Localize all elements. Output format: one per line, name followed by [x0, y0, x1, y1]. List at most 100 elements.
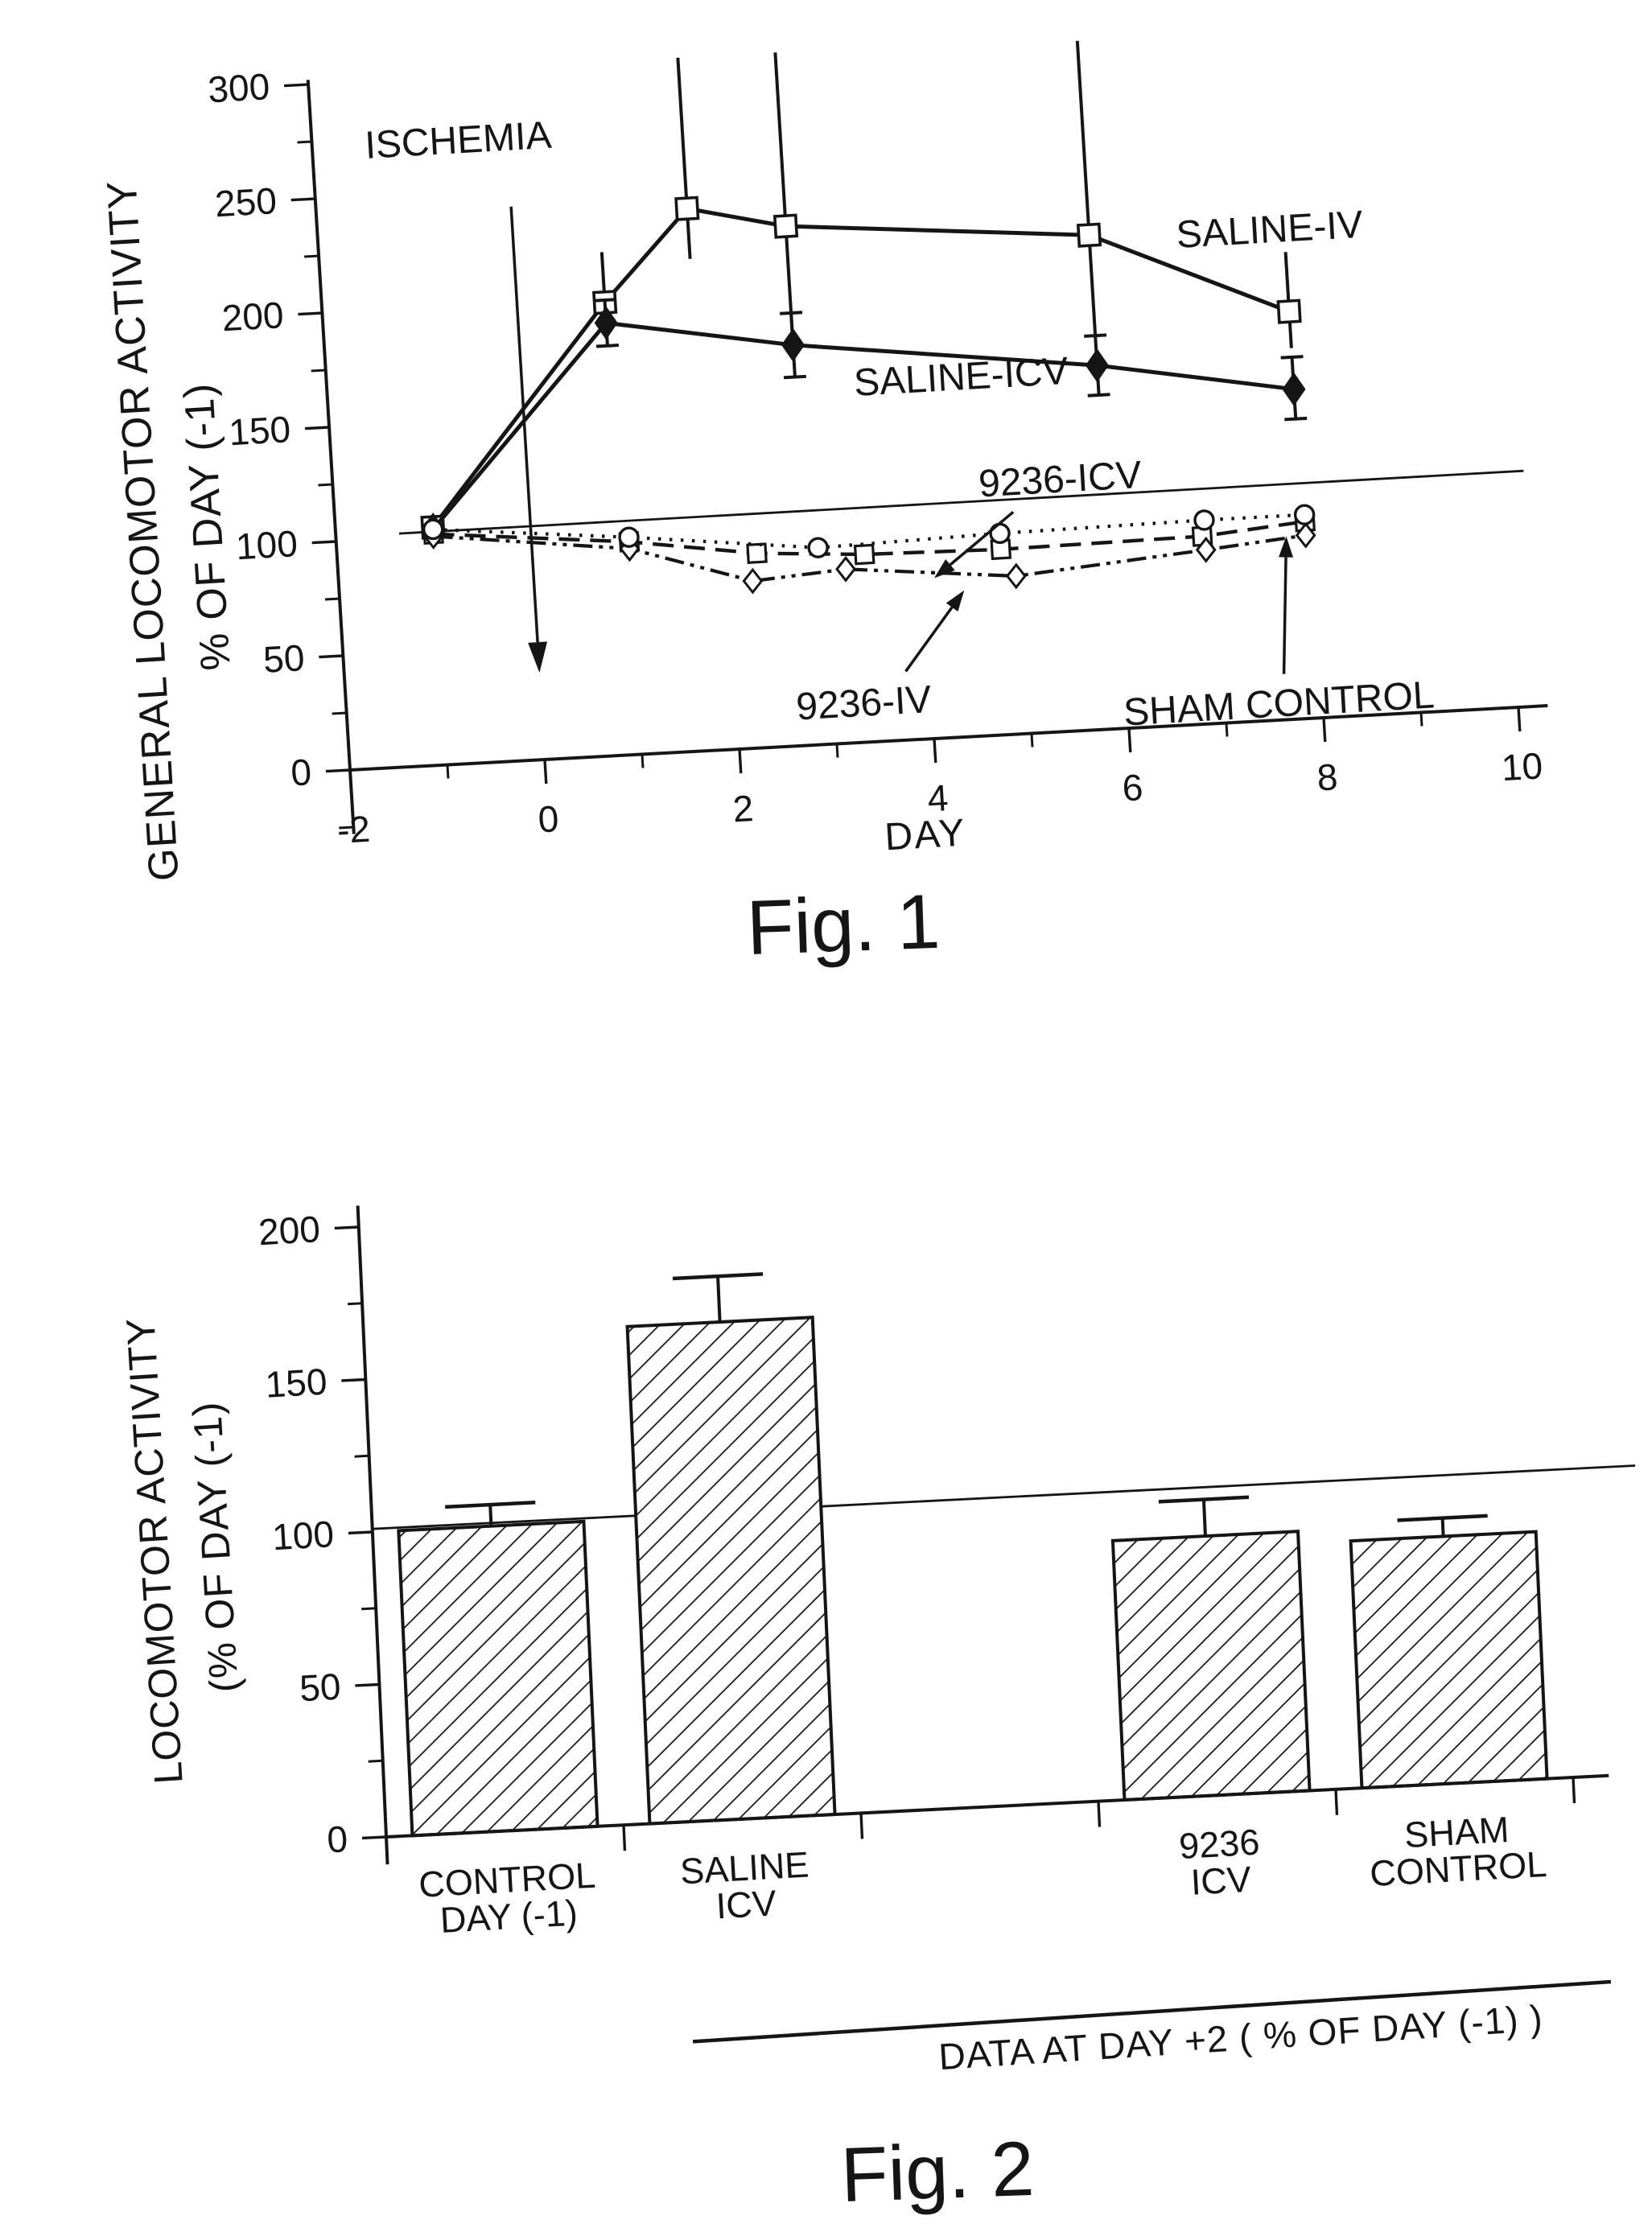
x-tick	[1572, 1777, 1576, 1804]
marker-diamond-open	[835, 555, 856, 583]
annotation-9236-iv: 9236-IV	[795, 678, 933, 729]
bar-saline	[625, 1316, 837, 1826]
bar-error-cap	[672, 1272, 764, 1281]
error-cap	[1087, 393, 1110, 397]
y-tick-major	[348, 1530, 373, 1535]
y-tick-minor	[332, 711, 347, 715]
marker-circle-open	[618, 526, 640, 548]
y-tick-major	[311, 540, 336, 545]
category-label-line2: ICV	[1189, 1859, 1252, 1903]
x-tick-minor	[1225, 723, 1229, 737]
x-tick-label: 6	[1121, 766, 1144, 809]
y-tick-label: 100	[271, 1513, 336, 1558]
bar-error-cap	[445, 1501, 536, 1509]
x-tick-major	[738, 748, 743, 774]
error-bar-up	[773, 52, 788, 227]
marker-diamond-filled	[594, 306, 618, 340]
y-tick-label: 100	[235, 522, 299, 567]
error-cap	[595, 344, 619, 348]
y-tick-major	[341, 1377, 366, 1382]
x-tick-label: 10	[1500, 744, 1543, 789]
x-tick	[859, 1813, 864, 1839]
x-tick-major	[348, 769, 353, 795]
error-cap	[1280, 355, 1304, 360]
bar-9236	[1110, 1530, 1312, 1802]
y-tick-major	[319, 654, 344, 659]
x-tick-major	[933, 738, 937, 764]
x-tick-major	[543, 759, 548, 784]
error-cap	[780, 311, 803, 315]
y-tick-label: 250	[214, 179, 278, 224]
category-label-line1: SALINE	[679, 1844, 810, 1892]
error-bar-up	[676, 57, 689, 209]
marker-square-open-small	[746, 542, 768, 564]
series-9236-icv	[422, 510, 1316, 566]
y-tick-label: 50	[299, 1666, 342, 1710]
marker-diamond-open	[1005, 562, 1027, 590]
y-tick-label: 150	[228, 408, 292, 453]
y-tick-minor	[339, 826, 354, 830]
series-line	[431, 320, 1295, 531]
fig2-y-axis	[356, 1205, 389, 1865]
arrow-9236-icv-head	[933, 558, 955, 579]
error-cap	[593, 298, 616, 303]
series-9236-iv	[422, 521, 1316, 595]
marker-circle-open	[1193, 509, 1215, 531]
bar-control	[397, 1519, 599, 1838]
y-tick-major	[361, 1835, 387, 1840]
y-tick-major	[284, 83, 309, 88]
ischemia-arrow-shaft	[509, 206, 539, 643]
x-tick-label: 2	[731, 787, 755, 830]
marker-square-open	[1276, 299, 1302, 324]
category-label-line1: SHAM	[1403, 1809, 1510, 1855]
annotation-saline-iv: SALINE-IV	[1175, 204, 1364, 257]
marker-diamond-open	[742, 567, 764, 595]
marker-square-open	[674, 196, 700, 221]
x-tick-major	[1517, 706, 1522, 732]
x-tick-label: 4	[926, 776, 950, 819]
annotation-ischemia: ISCHEMIA	[364, 114, 553, 167]
x-tick-major	[1322, 717, 1327, 743]
marker-square-open	[1076, 222, 1102, 248]
y-tick-label: 150	[264, 1361, 328, 1406]
marker-diamond-open	[1195, 536, 1217, 563]
bar-error-line	[1201, 1499, 1207, 1537]
arrow-9236-icv-shaft	[949, 511, 1015, 566]
x-tick-label: 0	[537, 797, 560, 840]
bar-error-line	[1440, 1518, 1445, 1537]
fig1-x-axis-label: DAY	[883, 811, 968, 859]
x-tick-minor	[1419, 712, 1423, 727]
series-line	[433, 513, 1305, 550]
bar-error-cap	[1397, 1513, 1488, 1522]
x-tick-major	[1127, 727, 1132, 753]
fig2-x-axis	[385, 1773, 1609, 1839]
y-tick-major	[304, 426, 330, 430]
bar-sham	[1349, 1530, 1549, 1790]
category-label-line2: ICV	[715, 1882, 777, 1926]
annotation-9236-icv: 9236-ICV	[978, 454, 1143, 506]
series-saline-iv	[420, 40, 1302, 540]
arrow-9236-iv-shaft	[904, 606, 954, 673]
bar-error-cap	[1158, 1495, 1250, 1504]
bar-error-line	[488, 1504, 493, 1526]
bar-error-line	[716, 1276, 722, 1323]
y-tick-minor	[303, 254, 319, 258]
y-tick-major	[298, 311, 323, 316]
annotation-sham-control: SHAM CONTROL	[1123, 673, 1436, 734]
arrow-sham-control-head	[1279, 536, 1294, 558]
error-cap	[1084, 333, 1107, 338]
x-tick	[622, 1825, 627, 1851]
marker-circle-open	[1293, 504, 1316, 525]
x-tick	[1334, 1789, 1339, 1815]
y-tick-minor	[318, 483, 333, 487]
fig1-y-axis	[306, 80, 356, 834]
y-tick-label: 300	[207, 65, 271, 110]
y-tick-label: 50	[262, 636, 306, 681]
fig1-line-chart: 0 50 100 150 200 250 300 -2 0 2 4 6 8 10 ISCHEMIA SALIN…	[207, 40, 1548, 851]
y-tick-major	[334, 1225, 359, 1230]
marker-diamond-filled	[781, 327, 805, 362]
y-tick-major	[355, 1682, 380, 1687]
marker-diamond-filled	[1282, 372, 1306, 406]
